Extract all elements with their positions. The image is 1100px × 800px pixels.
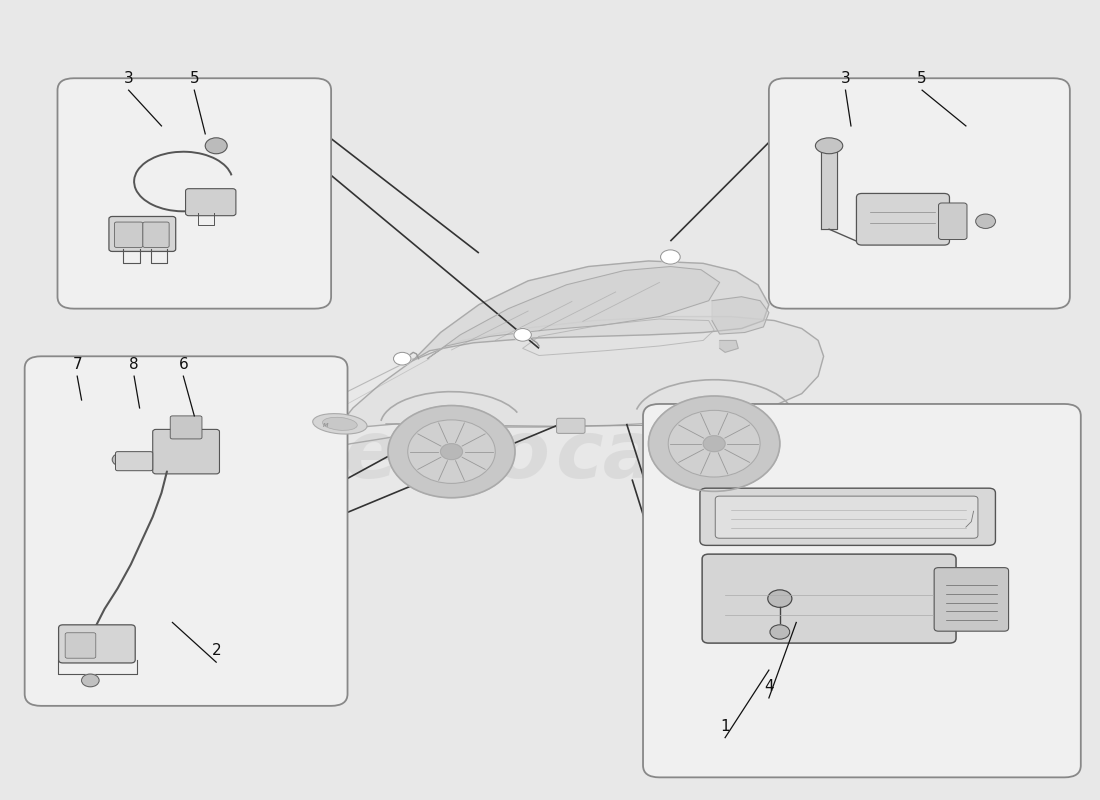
- Text: 3: 3: [840, 71, 850, 86]
- FancyBboxPatch shape: [170, 416, 202, 439]
- Polygon shape: [428, 266, 719, 358]
- FancyBboxPatch shape: [186, 189, 235, 216]
- Circle shape: [703, 436, 725, 452]
- Text: 2: 2: [211, 643, 221, 658]
- Circle shape: [112, 454, 130, 466]
- Text: 6: 6: [178, 357, 188, 372]
- Text: M: M: [323, 423, 329, 428]
- Text: 8: 8: [130, 357, 139, 372]
- FancyBboxPatch shape: [715, 496, 978, 538]
- FancyBboxPatch shape: [644, 404, 1081, 778]
- FancyBboxPatch shape: [57, 78, 331, 309]
- Circle shape: [668, 410, 760, 477]
- Ellipse shape: [322, 418, 358, 430]
- Text: 5: 5: [189, 71, 199, 86]
- FancyBboxPatch shape: [116, 452, 153, 470]
- Polygon shape: [719, 341, 738, 352]
- Circle shape: [770, 625, 790, 639]
- Text: 5: 5: [917, 71, 927, 86]
- FancyBboxPatch shape: [109, 217, 176, 251]
- FancyBboxPatch shape: [702, 554, 956, 643]
- Text: carparts: carparts: [556, 417, 935, 494]
- Circle shape: [514, 329, 531, 342]
- Circle shape: [649, 396, 780, 491]
- Circle shape: [81, 674, 99, 686]
- FancyBboxPatch shape: [700, 488, 996, 546]
- Polygon shape: [712, 297, 769, 334]
- Polygon shape: [822, 146, 837, 229]
- Ellipse shape: [815, 138, 843, 154]
- FancyBboxPatch shape: [769, 78, 1070, 309]
- Circle shape: [976, 214, 996, 228]
- Ellipse shape: [312, 414, 367, 434]
- FancyBboxPatch shape: [857, 194, 949, 245]
- FancyBboxPatch shape: [153, 430, 220, 474]
- Polygon shape: [309, 317, 824, 456]
- Text: 1: 1: [720, 718, 730, 734]
- Text: 3: 3: [124, 71, 133, 86]
- Text: euro: euro: [343, 417, 550, 494]
- Circle shape: [660, 250, 680, 264]
- FancyBboxPatch shape: [58, 625, 135, 663]
- FancyBboxPatch shape: [938, 203, 967, 239]
- Polygon shape: [414, 261, 769, 360]
- FancyBboxPatch shape: [557, 418, 585, 434]
- Text: 4: 4: [764, 679, 773, 694]
- Circle shape: [206, 138, 227, 154]
- Text: 7: 7: [73, 357, 82, 372]
- Circle shape: [768, 590, 792, 607]
- Circle shape: [388, 406, 515, 498]
- Circle shape: [408, 420, 495, 483]
- FancyBboxPatch shape: [143, 222, 169, 247]
- Polygon shape: [307, 392, 348, 456]
- FancyBboxPatch shape: [114, 222, 143, 247]
- Circle shape: [441, 444, 462, 459]
- FancyBboxPatch shape: [24, 356, 348, 706]
- FancyBboxPatch shape: [934, 568, 1009, 631]
- Circle shape: [394, 352, 411, 365]
- FancyBboxPatch shape: [65, 633, 96, 658]
